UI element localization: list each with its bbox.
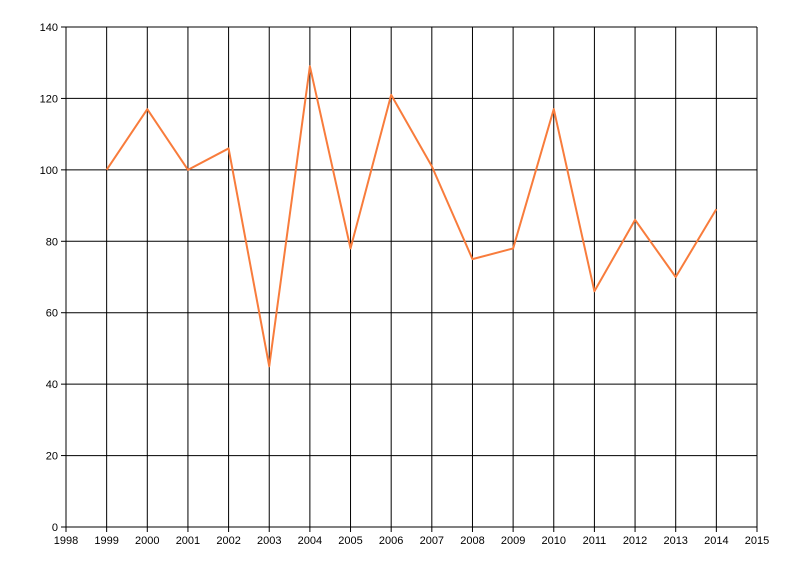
line-series — [105, 65, 718, 368]
x-tick-label: 2001 — [176, 535, 200, 547]
x-tick-label: 1998 — [54, 535, 78, 547]
x-tick-label: 2010 — [542, 535, 566, 547]
x-tick-label: 2014 — [704, 535, 728, 547]
x-tick-label: 2007 — [420, 535, 444, 547]
x-tick-label: 2013 — [663, 535, 687, 547]
y-tick-label: 40 — [46, 379, 58, 391]
x-tick-label: 2011 — [583, 535, 607, 547]
y-tick-label: 0 — [52, 522, 58, 534]
y-tick-label: 120 — [40, 93, 58, 105]
x-tick-label: 2012 — [623, 535, 647, 547]
y-tick-label: 60 — [46, 308, 58, 320]
y-tick-label: 140 — [40, 22, 58, 34]
x-tick-label: 2015 — [745, 535, 769, 547]
x-tick-label: 2008 — [460, 535, 484, 547]
x-tick-label: 2005 — [338, 535, 362, 547]
x-tick-label: 2002 — [216, 535, 240, 547]
x-tick-label: 2004 — [298, 535, 322, 547]
x-tick-label: 2003 — [257, 535, 281, 547]
x-tick-label: 2009 — [501, 535, 525, 547]
x-tick-label: 2000 — [135, 535, 159, 547]
y-tick-label: 20 — [46, 451, 58, 463]
x-tick-label: 2006 — [379, 535, 403, 547]
x-tick-label: 1999 — [94, 535, 118, 547]
y-tick-label: 100 — [40, 165, 58, 177]
y-tick-label: 80 — [46, 236, 58, 248]
